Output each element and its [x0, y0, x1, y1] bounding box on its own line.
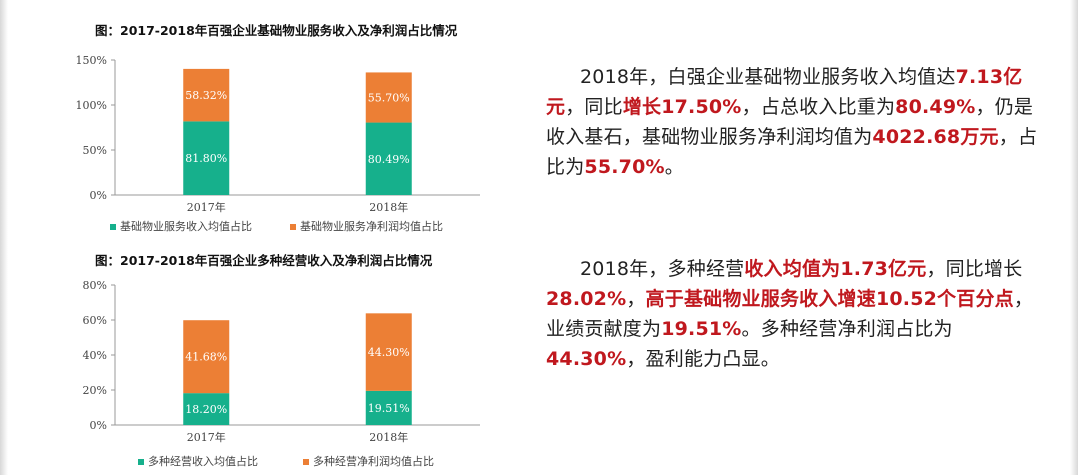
bar-segment: [183, 320, 230, 394]
chart2-title: 图：2017-2018年百强企业多种经营收入及净利润占比情况: [95, 253, 433, 268]
bar-segment: [183, 121, 230, 195]
data-label: 58.32%: [185, 89, 227, 102]
body-text: ，占总收入比重为: [741, 96, 896, 118]
highlight-text: 28.02%: [546, 288, 627, 310]
legend-swatch: [110, 224, 116, 230]
highlight-text: 80.49%: [895, 96, 976, 118]
legend-label: 多种经营净利润均值占比: [313, 454, 434, 468]
x-tick-label: 2018年: [369, 430, 408, 444]
bar-segment: [183, 393, 230, 425]
highlight-text: 44.30%: [546, 348, 627, 370]
paragraph-basic-service: 2018年，白强企业基础物业服务收入均值达7.13亿元，同比增长17.50%，占…: [546, 62, 1046, 182]
data-label: 41.68%: [185, 351, 227, 364]
x-tick-label: 2017年: [187, 430, 226, 444]
right-page-edge: [1070, 0, 1078, 475]
highlight-text: 高于基础物业服务收入增速10.52个百分点: [645, 288, 1014, 310]
x-tick-label: 2017年: [187, 200, 226, 214]
y-tick-label: 60%: [83, 314, 107, 327]
chart1-svg: 0% 50% 100% 150% 81.80% 58.32% 2017年 80.49% 55.7…: [76, 54, 480, 233]
legend-label: 基础物业服务收入均值占比: [120, 219, 252, 233]
y-tick-label: 0%: [90, 419, 107, 432]
data-label: 19.51%: [368, 402, 410, 415]
body-text: ，占比为: [546, 126, 1038, 178]
bar-segment: [365, 313, 412, 391]
data-label: 81.80%: [185, 152, 227, 165]
legend-label: 基础物业服务净利润均值占比: [300, 219, 443, 233]
legend-swatch: [303, 459, 309, 465]
highlight-text: 收入均值为1.73亿元: [744, 258, 927, 280]
highlight-text: 55.70%: [584, 156, 665, 178]
paragraph-diversified: 2018年，多种经营收入均值为1.73亿元，同比增长 28.02%，高于基础物业服…: [546, 254, 1046, 374]
chart2-svg: 0% 20% 40% 60% 80% 18.20% 41.68% 2017年 19.51% 44.…: [83, 279, 480, 468]
data-label: 44.30%: [368, 346, 410, 359]
highlight-text: 增长17.50%: [622, 96, 742, 118]
body-text: 。: [664, 156, 684, 178]
y-tick-label: 0%: [90, 189, 107, 202]
highlight-text: 4022.68万元: [872, 126, 999, 148]
body-text: ，业绩贡献度为: [546, 288, 1034, 340]
y-tick-label: 20%: [83, 384, 107, 397]
y-tick-label: 40%: [83, 349, 107, 362]
bar-segment: [365, 122, 412, 195]
y-tick-label: 150%: [76, 54, 107, 67]
bar-segment: [365, 390, 412, 425]
body-text: 2018年，多种经营: [580, 258, 745, 280]
bar-segment: [183, 68, 230, 122]
body-text: ，: [626, 288, 646, 310]
highlight-text: 19.51%: [661, 318, 742, 340]
body-text: ，盈利能力凸显。: [626, 348, 780, 370]
bar-segment: [365, 72, 412, 123]
y-tick-label: 80%: [83, 279, 107, 292]
highlight-text: 7.13亿元: [546, 66, 1023, 118]
body-text: 2018年，白强企业基础物业服务收入均值达: [580, 66, 956, 88]
chart1-title: 图：2017-2018年百强企业基础物业服务收入及净利润占比情况: [95, 23, 458, 38]
legend-label: 多种经营收入均值占比: [148, 454, 258, 468]
y-tick-label: 100%: [76, 99, 107, 112]
x-tick-label: 2018年: [369, 200, 408, 214]
data-label: 55.70%: [368, 91, 410, 104]
body-text: ，同比增长: [926, 258, 1023, 280]
data-label: 18.20%: [185, 403, 227, 416]
y-tick-label: 50%: [83, 144, 107, 157]
legend-swatch: [290, 224, 296, 230]
left-page-edge: [0, 0, 8, 475]
body-text: 。多种经营净利润占比为: [741, 318, 953, 340]
body-text: ，同比: [565, 96, 623, 118]
data-label: 80.49%: [368, 153, 410, 166]
legend-swatch: [138, 459, 144, 465]
body-text: ，仍是收入基石，基础物业服务净利润均值为: [546, 96, 1034, 148]
